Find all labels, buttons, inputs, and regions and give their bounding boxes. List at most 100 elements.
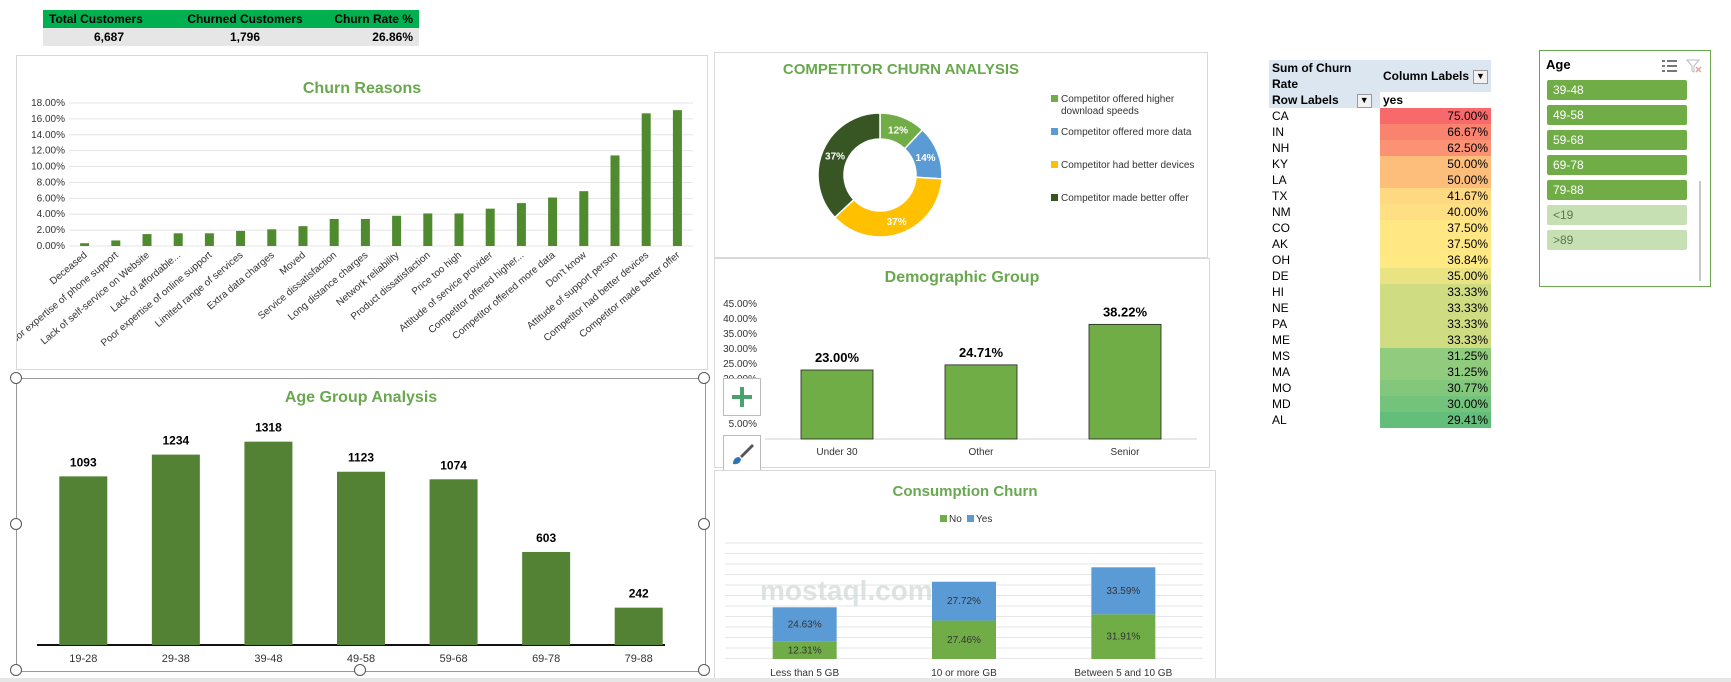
churn-reasons-chart[interactable]: Churn Reasons 0.00% 2.00% 4.00% 6.00% 8.00% 1… (16, 55, 708, 370)
age-bar (429, 479, 478, 645)
pivot-row[interactable]: ME 33.33% (1269, 332, 1491, 348)
pivot-row[interactable]: HI 33.33% (1269, 284, 1491, 300)
kpi-value-churned: 1,796 (175, 28, 315, 46)
pivot-row-label: MO (1272, 381, 1292, 395)
slicer-item[interactable]: 59-68 (1547, 130, 1687, 150)
clear-filter-icon[interactable] (1686, 59, 1702, 73)
pivot-row[interactable]: KY 50.00% (1269, 156, 1491, 172)
pivot-row-value: 41.67% (1380, 188, 1491, 204)
multi-select-icon[interactable] (1662, 59, 1678, 73)
pivot-row[interactable]: MA 31.25% (1269, 364, 1491, 380)
age-bar (614, 607, 663, 645)
pivot-row[interactable]: IN 66.67% (1269, 124, 1491, 140)
slicer-item[interactable]: <19 (1547, 205, 1687, 225)
sheet-bottom-edge (0, 678, 1731, 682)
pivot-row-value: 33.33% (1380, 300, 1491, 316)
demographic-bar (944, 364, 1018, 440)
age-x-label: 19-28 (69, 653, 97, 665)
pivot-row[interactable]: NE 33.33% (1269, 300, 1491, 316)
pivot-row-label: MD (1272, 397, 1291, 411)
pivot-row[interactable]: PA 33.33% (1269, 316, 1491, 332)
pivot-row[interactable]: MS 31.25% (1269, 348, 1491, 364)
pivot-row[interactable]: MO 30.77% (1269, 380, 1491, 396)
pivot-row[interactable]: AK 37.50% (1269, 236, 1491, 252)
slicer-item[interactable]: 69-78 (1547, 155, 1687, 175)
pivot-row-value: 29.41% (1380, 412, 1491, 428)
chart-elements-button[interactable] (723, 378, 761, 416)
competitor-legend-label: download speeds (1061, 106, 1139, 117)
slicer-scrollbar[interactable] (1696, 79, 1706, 284)
slicer-title: Age (1546, 57, 1571, 72)
kpi-header-churned: Churned Customers (175, 10, 315, 28)
consumption-bar-segment (772, 607, 837, 642)
reasons-y-tick: 6.00% (37, 193, 65, 204)
reasons-bar (454, 213, 464, 246)
competitor-plot: 12% 14% 37% 37% Competitor offered higherdow… (817, 94, 1194, 238)
kpi-header-total: Total Customers (43, 10, 175, 28)
age-x-label: 49-58 (347, 653, 375, 665)
slicer-item[interactable]: 39-48 (1547, 80, 1687, 100)
resize-handle-ml[interactable] (10, 518, 22, 530)
resize-handle-tl[interactable] (10, 372, 22, 384)
resize-handle-mr[interactable] (698, 518, 710, 530)
slicer-item[interactable]: 79-88 (1547, 180, 1687, 200)
reasons-y-tick: 10.00% (31, 162, 65, 173)
pivot-table[interactable]: Sum of Churn Rate Column Labels ▼ Row Lab… (1269, 60, 1491, 428)
consumption-data-label: 24.63% (788, 620, 822, 631)
row-filter-icon[interactable]: ▼ (1356, 93, 1372, 108)
pivot-row-value: 33.33% (1380, 284, 1491, 300)
reasons-bar (548, 197, 558, 246)
pivot-row-label: NH (1272, 141, 1290, 155)
competitor-legend-label: Competitor had better devices (1061, 160, 1194, 171)
reasons-bar (360, 218, 370, 246)
pivot-row[interactable]: OH 36.84% (1269, 252, 1491, 268)
pivot-row[interactable]: TX 41.67% (1269, 188, 1491, 204)
pivot-row-label: MA (1272, 365, 1290, 379)
pivot-row-value: 33.33% (1380, 332, 1491, 348)
chart-styles-button[interactable] (723, 435, 761, 473)
reasons-bar (579, 191, 589, 246)
consumption-bar-segment (772, 641, 837, 659)
pivot-row-value: 36.84% (1380, 252, 1491, 268)
competitor-slice-label: 37% (887, 217, 907, 228)
pivot-row[interactable]: MD 30.00% (1269, 396, 1491, 412)
resize-handle-br[interactable] (698, 664, 710, 676)
pivot-row[interactable]: NM 40.00% (1269, 204, 1491, 220)
reasons-bar (641, 113, 651, 246)
age-data-label: 1234 (163, 434, 190, 448)
pivot-row[interactable]: CA 75.00% (1269, 108, 1491, 124)
consumption-data-label: 27.46% (947, 635, 981, 646)
kpi-value-total: 6,687 (43, 28, 175, 46)
competitor-legend-label: Competitor offered higher (1061, 94, 1175, 105)
demographic-chart[interactable]: Demographic Group 5.00%10.00%15.00%20.00… (714, 258, 1210, 468)
pivot-row[interactable]: NH 62.50% (1269, 140, 1491, 156)
age-bar (59, 476, 108, 645)
pivot-row[interactable]: DE 35.00% (1269, 268, 1491, 284)
pivot-row-value: 50.00% (1380, 172, 1491, 188)
resize-handle-bl[interactable] (10, 664, 22, 676)
age-slicer[interactable]: Age 39-48 49-58 59-68 69-78 79-88 <19 >89 (1539, 50, 1711, 287)
pivot-row[interactable]: LA 50.00% (1269, 172, 1491, 188)
pivot-row[interactable]: CO 37.50% (1269, 220, 1491, 236)
age-bar (522, 551, 571, 645)
slicer-item[interactable]: >89 (1547, 230, 1687, 250)
column-filter-icon[interactable]: ▼ (1473, 69, 1489, 84)
demographic-y-tick: 30.00% (723, 344, 757, 355)
competitor-legend-swatch (1051, 194, 1058, 201)
age-group-title: Age Group Analysis (284, 389, 438, 406)
pivot-row-value: 35.00% (1380, 268, 1491, 284)
resize-handle-tr[interactable] (698, 372, 710, 384)
reasons-y-tick: 14.00% (31, 130, 65, 141)
consumption-bar-segment (932, 581, 996, 621)
age-x-label: 79-88 (625, 653, 653, 665)
consumption-data-label: 27.72% (947, 596, 981, 607)
demographic-y-tick: 25.00% (723, 359, 757, 370)
age-group-chart[interactable]: Age Group Analysis 1093 19-28 1234 29-38 131… (16, 378, 706, 672)
slicer-item[interactable]: 49-58 (1547, 105, 1687, 125)
consumption-legend-label-no: No (949, 514, 962, 525)
competitor-legend-label: Competitor offered more data (1061, 127, 1192, 138)
consumption-chart[interactable]: Consumption Churn No Yes 12.31% 24.63% Less … (714, 470, 1216, 682)
resize-handle-bm[interactable] (354, 664, 366, 676)
pivot-row[interactable]: AL 29.41% (1269, 412, 1491, 428)
competitor-chart[interactable]: COMPETITOR CHURN ANALYSIS 12% 14% 37% 37% Co… (714, 52, 1208, 258)
